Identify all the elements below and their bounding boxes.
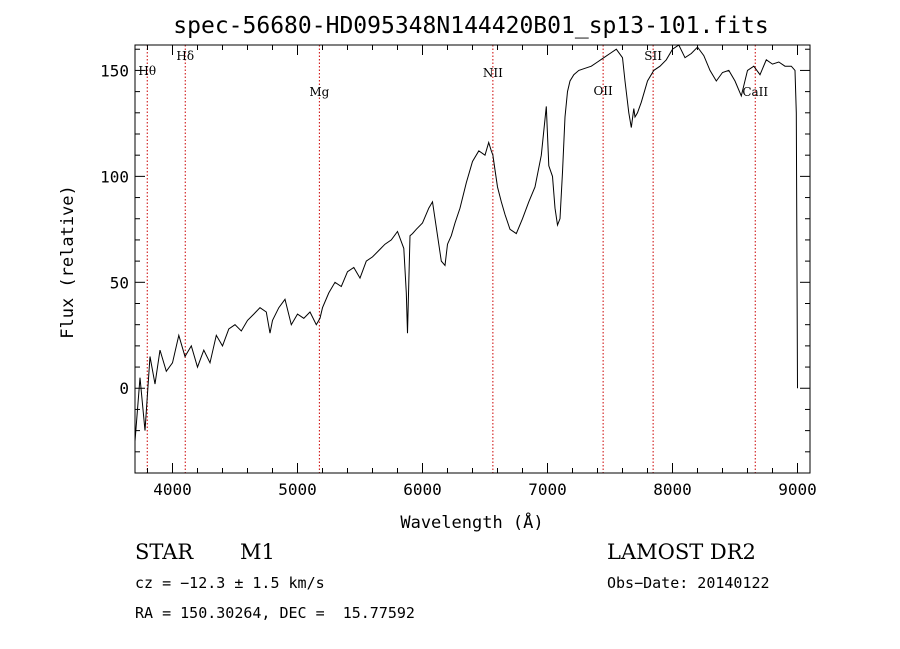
x-tick-label: 5000 bbox=[278, 480, 317, 499]
annotation-label-caii: CaII bbox=[742, 85, 768, 99]
plot-frame bbox=[134, 44, 811, 474]
axis-ticks bbox=[135, 45, 810, 474]
annotation-label-oii: OII bbox=[593, 84, 613, 98]
line-annotations: Hθ Hδ Mg NII OII SII CaII bbox=[138, 45, 768, 473]
object-subclass: M1 bbox=[240, 540, 275, 564]
annotation-label-hδ: Hδ bbox=[176, 49, 194, 63]
annotation-label-mg: Mg bbox=[309, 85, 329, 99]
annotation-label-nii: NII bbox=[483, 66, 503, 80]
chart-title: spec-56680-HD095348N144420B01_sp13-101.f… bbox=[173, 13, 768, 39]
annotation-label-sii: SII bbox=[644, 49, 662, 63]
x-tick-label: 9000 bbox=[778, 480, 817, 499]
spectrum-line bbox=[134, 44, 798, 442]
axis-tick-labels: 4000 5000 6000 7000 8000 9000 0 50 100 150 bbox=[100, 61, 817, 499]
ra-dec: RA = 150.30264, DEC = 15.77592 bbox=[135, 604, 415, 622]
y-tick-label: 0 bbox=[119, 379, 129, 398]
x-axis-label: Wavelength (Å) bbox=[400, 511, 543, 533]
x-tick-label: 7000 bbox=[528, 480, 567, 499]
y-tick-label: 50 bbox=[110, 273, 129, 292]
obs-date: Obs−Date: 20140122 bbox=[607, 574, 770, 592]
cz-value: cz = −12.3 ± 1.5 km/s bbox=[135, 574, 325, 592]
x-tick-label: 8000 bbox=[653, 480, 692, 499]
survey-name: LAMOST DR2 bbox=[607, 540, 756, 564]
x-tick-label: 6000 bbox=[403, 480, 442, 499]
object-type: STAR bbox=[135, 540, 194, 564]
x-tick-label: 4000 bbox=[153, 480, 192, 499]
annotation-label-hθ: Hθ bbox=[138, 64, 156, 78]
y-axis-label: Flux (relative) bbox=[58, 185, 78, 339]
y-tick-label: 100 bbox=[100, 167, 129, 186]
y-tick-label: 150 bbox=[100, 61, 129, 80]
